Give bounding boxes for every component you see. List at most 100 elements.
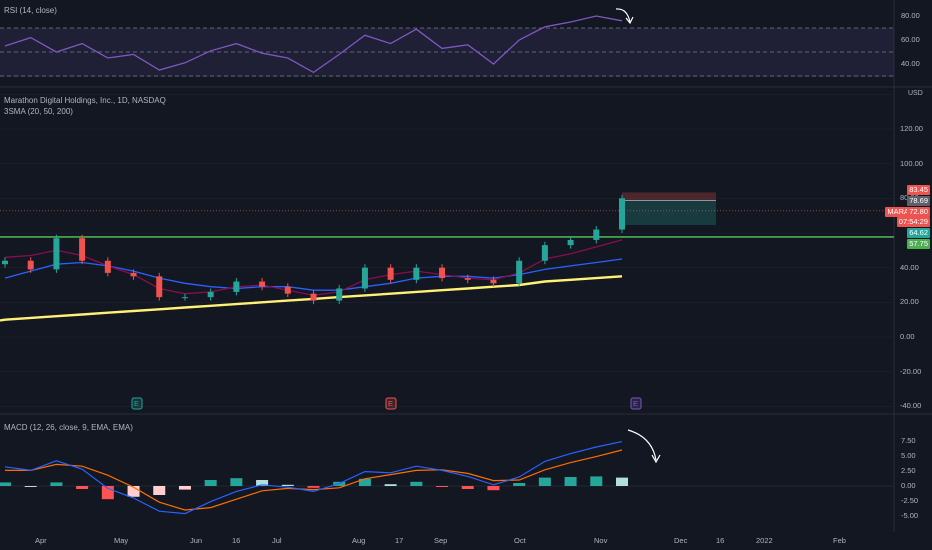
macd-arrow-annotation[interactable] (627, 429, 657, 461)
macd-histogram-bar (410, 481, 423, 486)
time-tick-label: 16 (232, 536, 241, 545)
macd-histogram-bar (461, 486, 474, 489)
rsi-band (0, 28, 894, 77)
time-tick-label: Aug (352, 536, 366, 545)
time-tick-label: 2022 (756, 536, 773, 545)
currency-label: USD (908, 90, 923, 97)
candle-body (541, 245, 548, 261)
position-target-zone[interactable] (622, 192, 716, 201)
time-tick-label: 16 (716, 536, 725, 545)
candle-body (27, 260, 34, 270)
macd-histogram-bar (281, 484, 294, 486)
macd-tick-label: 5.00 (901, 451, 916, 460)
price-candles[interactable] (2, 194, 625, 305)
macd-histogram-bar (513, 483, 526, 486)
macd-histogram-bar (0, 482, 11, 486)
macd-histogram-bar (204, 480, 217, 486)
candle-body (284, 286, 291, 294)
time-tick-label: Oct (514, 536, 526, 545)
earnings-markers[interactable] (131, 397, 642, 410)
macd-histogram-bar (153, 486, 166, 495)
price-tick-label: 100.00 (900, 158, 923, 168)
rsi-legend[interactable]: RSI (14, close) (4, 6, 57, 15)
macd-tick-label: 0.00 (901, 481, 916, 490)
earnings-marker-label[interactable]: E (633, 399, 639, 408)
time-tick-label: 17 (395, 536, 404, 545)
earnings-marker (385, 397, 397, 410)
symbol-legend[interactable]: Marathon Digital Holdings, Inc., 1D, NAS… (4, 96, 166, 105)
candle-body (593, 229, 600, 240)
sma-200-line[interactable] (0, 275, 623, 322)
candle-body (310, 293, 317, 301)
earnings-marker-label[interactable]: E (134, 399, 140, 408)
rsi-arrow-head (625, 16, 634, 25)
candle-body (361, 267, 368, 289)
macd-histogram-bar (307, 486, 320, 488)
earnings-marker (131, 397, 143, 410)
candle-body (439, 267, 446, 279)
macd-histogram-bar (24, 486, 37, 487)
rsi-line[interactable] (4, 15, 623, 74)
macd-histogram-bar (564, 477, 577, 486)
candle-body (516, 260, 523, 284)
candle-body (490, 279, 497, 284)
rsi-arrow-annotation[interactable] (615, 8, 631, 23)
macd-histogram-bar (358, 478, 371, 486)
earnings-marker-fill (386, 398, 396, 409)
rsi-guides (0, 27, 894, 77)
macd-histogram-bar (256, 480, 269, 486)
macd-histogram-bar (127, 486, 140, 497)
target-price-tag[interactable]: 83.45 (907, 185, 930, 195)
signal-line[interactable] (5, 449, 623, 511)
position-stop-zone[interactable] (622, 200, 716, 225)
countdown-tag: 07:54:29 (896, 217, 930, 227)
macd-histogram-bar (76, 486, 89, 489)
symbol-tag[interactable]: MARA (885, 207, 911, 217)
macd-histogram-bar (230, 478, 243, 486)
candle-body (336, 288, 343, 301)
macd-histogram-bar (538, 477, 551, 486)
macd-tick-label: 2.50 (901, 466, 916, 475)
time-tick-label: Nov (594, 536, 608, 545)
macd-histogram-bar (487, 486, 500, 491)
rsi-tick-label: 60.00 (901, 35, 920, 44)
last-price-tag[interactable]: 72.80 (907, 207, 930, 217)
macd-histogram-bar (616, 477, 628, 486)
macd-tick-label: -2.50 (901, 496, 919, 505)
macd-legend[interactable]: MACD (12, 26, close, 9, EMA, EMA) (4, 423, 133, 432)
stop-price-tag[interactable]: 64.62 (907, 228, 930, 238)
support-price-tag[interactable]: 57.75 (907, 239, 930, 249)
macd-histogram-bar (178, 486, 191, 490)
macd-histogram[interactable] (0, 476, 628, 500)
earnings-marker-label[interactable]: E (388, 399, 394, 408)
macd-arrow-head (651, 454, 661, 464)
entry-price-tag[interactable]: 78.69 (907, 196, 930, 206)
candle-body (207, 291, 214, 298)
candle-body (104, 260, 111, 273)
candle-body (130, 272, 137, 277)
candle-body (259, 281, 266, 287)
macd-histogram-bar (50, 482, 63, 486)
time-tick-label: Sep (434, 536, 448, 545)
macd-histogram-bar (590, 476, 603, 486)
candle-body (387, 267, 394, 280)
sma-legend[interactable]: 3SMA (20, 50, 200) (4, 107, 73, 116)
macd-tick-label: -5.00 (901, 511, 919, 520)
price-tick-label: 0.00 (900, 332, 915, 341)
time-tick-label: Apr (35, 536, 47, 545)
candle-body (567, 239, 574, 246)
time-tick-label: Dec (674, 536, 688, 545)
price-tick-label: 40.00 (900, 262, 919, 272)
candle-body (2, 260, 8, 265)
earnings-marker-fill (132, 398, 142, 409)
price-tick-label: 120.00 (900, 124, 923, 133)
macd-histogram-bar (384, 484, 397, 486)
time-tick-label: May (114, 536, 129, 545)
price-tick-label: -40.00 (900, 401, 922, 411)
time-tick-label: Jun (190, 536, 203, 545)
price-tick-label: 20.00 (900, 297, 919, 307)
macd-line[interactable] (4, 441, 623, 515)
earnings-marker (630, 397, 642, 410)
macd-histogram-bar (436, 486, 449, 487)
